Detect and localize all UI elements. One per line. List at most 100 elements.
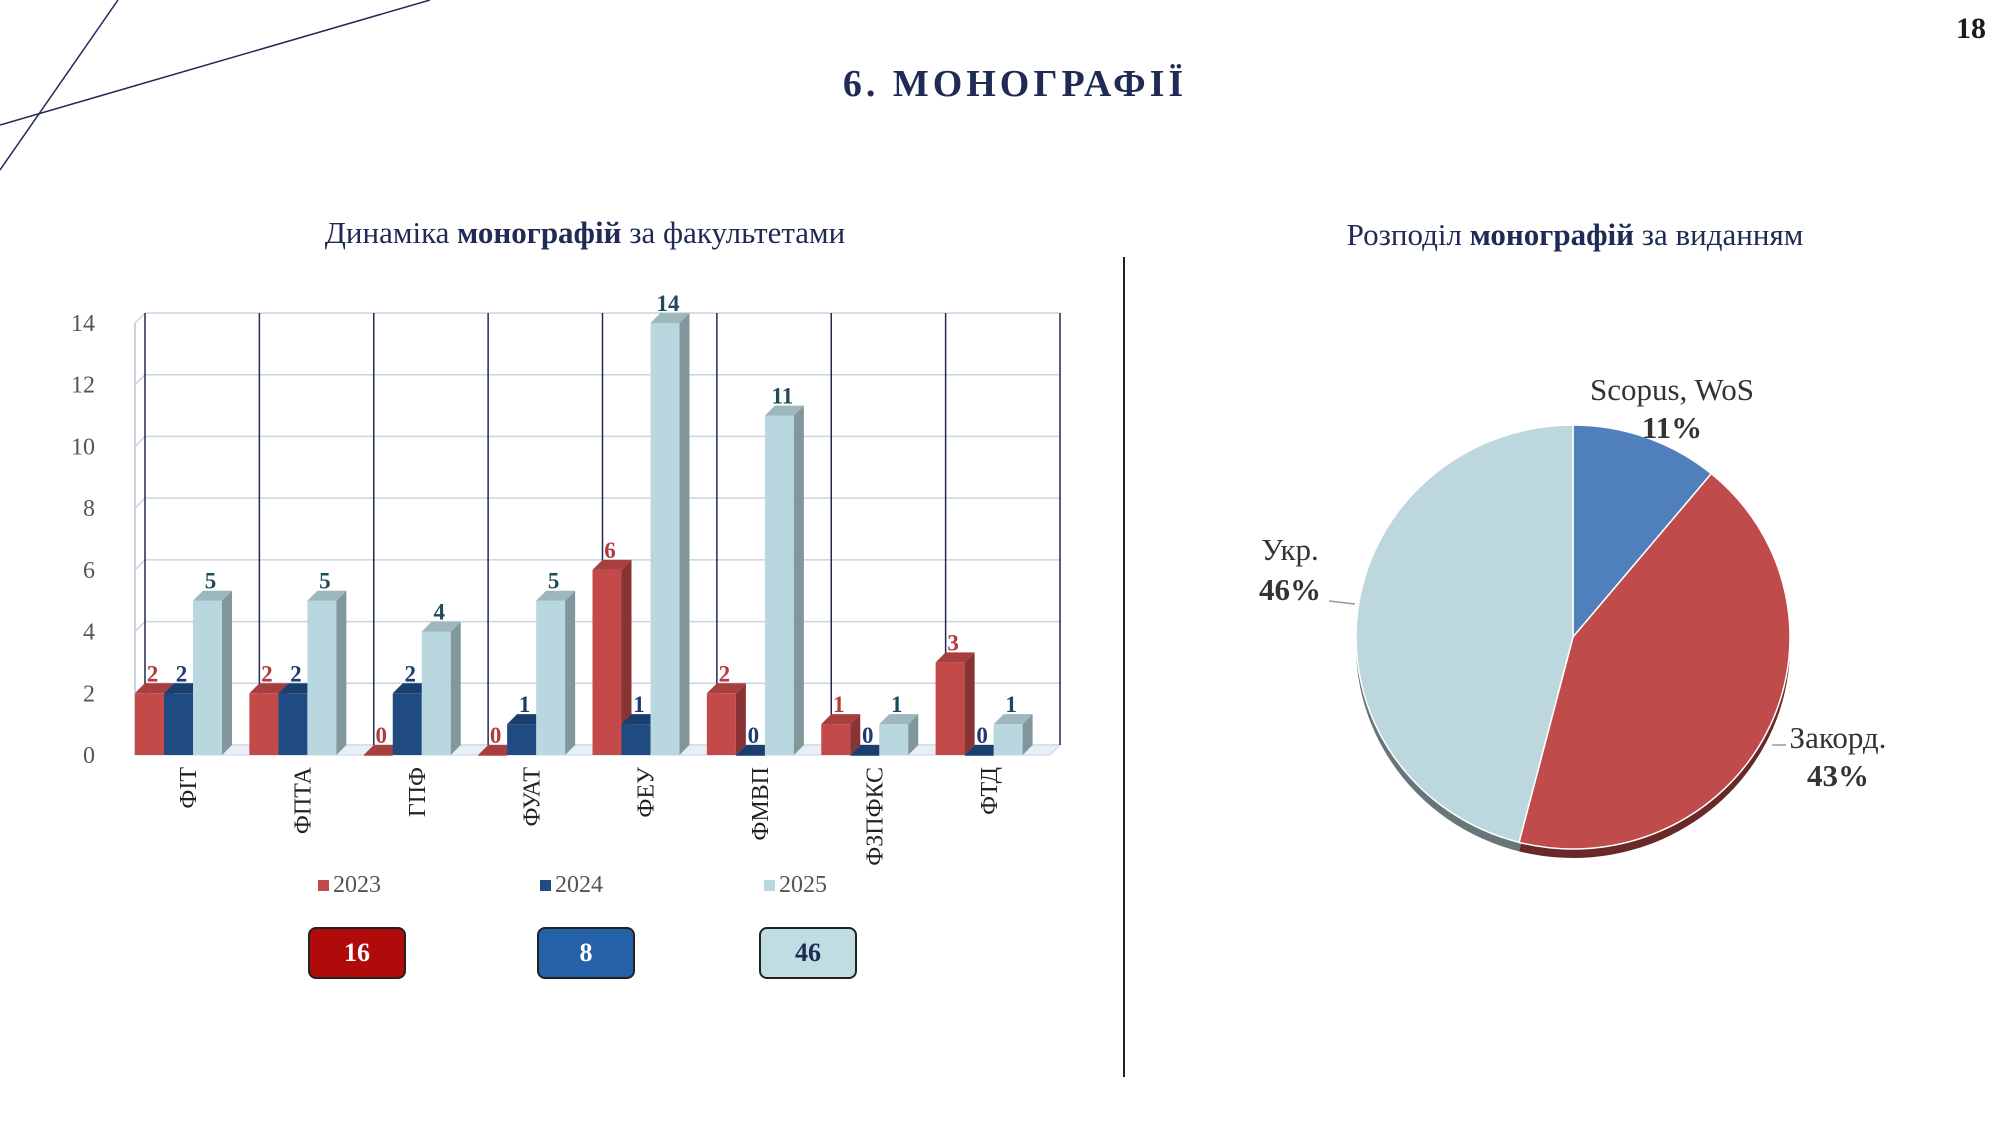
y-tick-label: 14 xyxy=(71,311,95,337)
bar-2025 xyxy=(764,415,794,755)
pie-slice xyxy=(1572,424,1713,640)
page-title: 6. МОНОГРАФІЇ xyxy=(842,63,1188,105)
bar-top xyxy=(879,714,919,725)
bar-top xyxy=(993,714,1033,725)
x-tick-label: ФТД xyxy=(977,767,1003,815)
bar-2023 xyxy=(249,693,279,755)
gridline-depth xyxy=(134,497,146,509)
bar-top xyxy=(249,683,289,694)
bar-2023 xyxy=(363,755,393,756)
bar-2023 xyxy=(706,693,736,755)
pie-chart-title-post: за виданням xyxy=(1634,217,1804,252)
bar-top xyxy=(650,313,690,323)
gridline-depth xyxy=(134,559,146,571)
data-label: 0 xyxy=(376,723,388,748)
y-tick-label: 0 xyxy=(83,743,95,769)
y-tick-label: 10 xyxy=(71,434,95,460)
bar-2025 xyxy=(307,600,337,755)
bar-top xyxy=(536,590,576,601)
legend-item-2024: 2024 xyxy=(540,872,603,899)
legend-label-2025: 2025 xyxy=(779,872,827,898)
data-label: 0 xyxy=(862,723,874,748)
data-label: 2 xyxy=(147,661,159,686)
pie-slice xyxy=(1518,472,1791,850)
bar-2023 xyxy=(935,662,965,755)
bar-2024 xyxy=(392,693,422,755)
bar-side xyxy=(908,714,919,755)
data-label: 3 xyxy=(947,630,959,655)
y-tick-label: 12 xyxy=(71,373,95,399)
decorative-lines xyxy=(0,0,431,171)
bar-side xyxy=(336,590,347,755)
data-label: 5 xyxy=(548,569,560,594)
data-label: 1 xyxy=(833,692,845,717)
bar-2024 xyxy=(621,724,651,755)
x-tick-label: ФЕУ xyxy=(634,767,660,818)
y-tick-label: 6 xyxy=(83,558,95,584)
gridline-depth xyxy=(134,312,146,324)
bar-2023 xyxy=(478,755,508,756)
bar-2025 xyxy=(193,600,222,755)
bar-top xyxy=(764,405,804,416)
bar-side xyxy=(565,590,576,755)
bar-top xyxy=(421,621,461,632)
bar-2025 xyxy=(536,600,566,755)
bar-side xyxy=(793,405,804,755)
pie-percent: 11% xyxy=(1642,410,1702,445)
bar-2023 xyxy=(592,569,622,755)
bar-side xyxy=(1022,714,1033,755)
data-label: 0 xyxy=(748,723,760,748)
pie-label: Закорд. xyxy=(1790,720,1887,755)
data-label: 4 xyxy=(434,600,446,625)
data-label: 2 xyxy=(176,661,188,686)
bar-2024 xyxy=(735,755,765,756)
bar-2024 xyxy=(278,693,308,755)
gridline-depth xyxy=(134,621,146,633)
legend-item-2025: 2025 xyxy=(764,872,827,899)
bar-2025 xyxy=(879,724,909,755)
x-tick-label: ГПФ xyxy=(405,767,431,817)
data-label: 5 xyxy=(319,569,331,594)
data-label: 2 xyxy=(290,661,302,686)
x-tick-label: ФМВП xyxy=(748,767,774,841)
bar-2025 xyxy=(993,724,1023,755)
data-label: 0 xyxy=(490,723,502,748)
pie-label: Укр. xyxy=(1261,532,1319,567)
bar-side xyxy=(222,590,232,755)
legend-label-2024: 2024 xyxy=(555,872,603,898)
bar-chart-title-post: за факультетами xyxy=(621,215,846,250)
bar-top xyxy=(935,652,975,663)
bar-side xyxy=(964,652,975,755)
total-box-2024: 8 xyxy=(537,927,635,979)
divider-line xyxy=(1123,257,1125,1077)
bar-side xyxy=(621,559,632,755)
x-tick-label: ФПТА xyxy=(291,766,317,834)
bar-side xyxy=(850,714,861,755)
x-tick-label: ФЗПФКС xyxy=(862,767,888,866)
bar-chart-title-bold: монографій xyxy=(457,215,622,250)
data-label: 1 xyxy=(633,692,645,717)
gridline-depth xyxy=(134,374,146,386)
data-label: 2 xyxy=(405,661,417,686)
legend-label-2023: 2023 xyxy=(333,872,381,898)
legend-item-2023: 2023 xyxy=(318,872,381,899)
data-label: 2 xyxy=(261,661,273,686)
legend-swatch-2023 xyxy=(318,880,329,891)
total-box-2025: 46 xyxy=(759,927,857,979)
data-label: 5 xyxy=(205,569,217,594)
data-label: 14 xyxy=(657,291,681,316)
y-tick-label: 8 xyxy=(83,496,95,522)
page-number: 18 xyxy=(1956,12,1986,45)
bar-2025 xyxy=(650,323,680,755)
data-label: 2 xyxy=(719,661,731,686)
data-label: 0 xyxy=(976,723,988,748)
data-label: 1 xyxy=(891,692,903,717)
bar-side xyxy=(735,683,746,755)
bar-side xyxy=(679,313,690,755)
bar-top xyxy=(706,683,746,694)
pie-slice xyxy=(1355,424,1574,844)
bar-top xyxy=(592,559,632,570)
legend-swatch-2025 xyxy=(764,880,775,891)
bar-2023 xyxy=(135,693,164,755)
